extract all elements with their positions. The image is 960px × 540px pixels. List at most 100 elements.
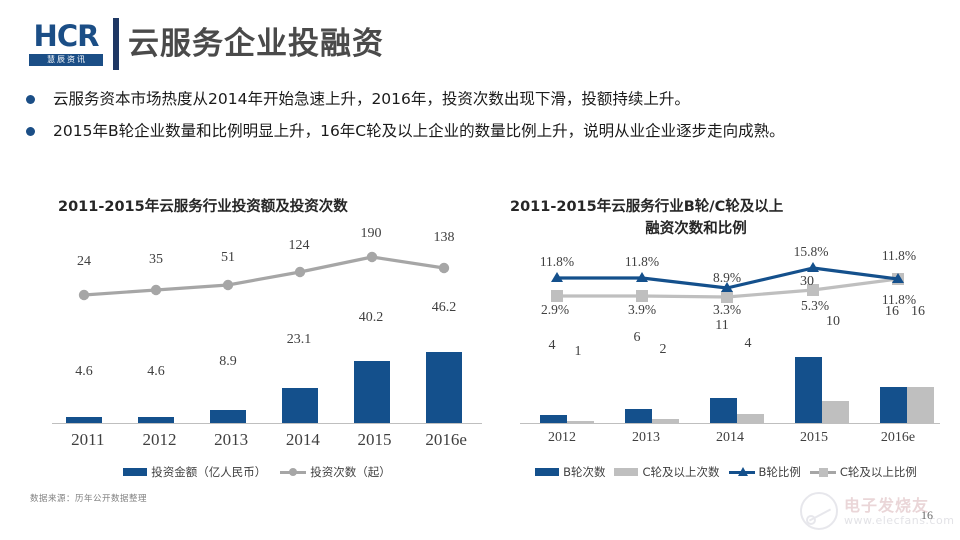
bullet-dot-icon [26,95,35,104]
legend-swatch-icon [535,468,560,476]
x-axis-labels: 2011 2012 2013 2014 2015 2016e [52,430,482,450]
bar-c-value-label: 2 [659,342,667,357]
legend-swatch-icon [123,468,148,476]
bar-b-value-label: 11 [715,318,729,333]
bar-b-2013 [625,409,652,424]
line-value-label: 35 [149,252,163,267]
source-note: 数据来源：历年公开数据整理 [30,494,148,504]
chart-title-line1: 2011-2015年云服务行业B轮/C轮及以上 [510,199,784,215]
x-tick-label: 2015 [357,430,392,449]
ratio-c-label: 3.9% [627,302,657,317]
ratio-lines [551,262,904,303]
legend-item-b-round-ratio[interactable]: B轮比例 [728,464,801,480]
bar-c-2015 [822,401,849,424]
x-tick-label: 2016e [880,430,916,445]
bar-c-2014 [737,414,764,424]
bar-value-label: 23.1 [286,332,312,347]
bar-b-2014 [710,398,737,424]
legend-item-investment-amount[interactable]: 投资金额（亿人民币） [123,464,266,480]
bar-b-2015 [795,357,822,424]
bar-b-2016e [880,387,907,424]
bar-c-value-label: 16 [911,304,925,319]
bar-amount-2011 [66,417,102,424]
bar-c-value-label: 1 [574,344,582,359]
chart-plot-area: 11.8% 11.8% 8.9% 15.8% 11.8% 2.9% 3.9% 3… [520,244,940,424]
line-value-label: 138 [433,230,455,245]
bar-amount-2015 [354,361,390,424]
x-tick-label: 2014 [285,430,320,449]
watermark-url-text: www.elecfans.com [844,514,955,527]
legend-label: B轮次数 [563,465,606,479]
x-tick-label: 2015 [800,430,828,445]
legend-line-icon [728,467,755,477]
bar-value-label: 4.6 [147,364,165,379]
bullet-dot-icon [26,127,35,136]
watermark: 电子发烧友 www.elecfans.com [800,488,954,536]
bar-c-2012 [567,421,594,424]
bar-c-2013 [652,419,679,424]
line-value-label: 24 [77,254,91,269]
x-tick-label: 2013 [214,430,249,449]
bullet-list: 云服务资本市场热度从2014年开始急速上升，2016年，投资次数出现下滑，投额持… [26,88,941,152]
bar-b-value-label: 16 [885,304,899,319]
ratio-b-label: 15.8% [793,244,829,259]
x-tick-label: 2012 [548,430,576,445]
slide-header: HCR 慧辰资讯 云服务企业投融资 [0,8,960,70]
chart-investment-amount-and-count: 2011-2015年云服务行业投资额及投资次数 24 35 51 124 190… [22,196,492,496]
logo-wordmark: HCR [33,19,100,54]
x-tick-label: 2016e [425,430,467,449]
x-axis-labels: 2012 2013 2014 2015 2016e [520,430,940,446]
chart-title-line2: 融资次数和比例 [645,221,747,237]
hcr-logo: HCR 慧辰资讯 [28,22,104,66]
x-axis-line [520,423,940,424]
bar-b-value-label: 4 [548,338,556,353]
x-tick-label: 2013 [632,430,660,445]
bar-value-label: 8.9 [219,354,237,369]
bullet-text: 云服务资本市场热度从2014年开始急速上升，2016年，投资次数出现下滑，投额持… [53,90,690,108]
x-axis-line [52,423,482,424]
legend-item-c-round-ratio[interactable]: C轮及以上比例 [809,464,917,480]
bar-b-value-label: 30 [800,274,814,289]
bar-value-label: 4.6 [75,364,93,379]
x-tick-label: 2014 [716,430,744,445]
ratio-c-label: 2.9% [540,302,570,317]
ratio-c-label: 3.3% [712,302,742,317]
legend-line-icon [809,467,836,477]
ratio-b-label: 11.8% [624,254,660,269]
bar-b-2012 [540,415,567,424]
bar-amount-2013 [210,410,246,424]
bar-c-2016e [907,387,934,424]
bar-amount-2014 [282,388,318,424]
bar-c-value-label: 4 [744,336,752,351]
ratio-b-label: 11.8% [539,254,575,269]
ratio-b-label: 8.9% [712,270,742,285]
bar-amount-2012 [138,417,174,424]
legend-item-c-round-count[interactable]: C轮及以上次数 [614,464,720,480]
line-value-label: 190 [360,226,382,241]
legend-label: C轮及以上比例 [839,465,917,479]
ratio-c-label: 11.8% [881,292,917,307]
bar-b-value-label: 6 [633,330,641,345]
legend-label: B轮比例 [758,465,801,479]
line-value-label: 51 [221,250,235,265]
title-divider [113,18,119,70]
chart-title: 2011-2015年云服务行业投资额及投资次数 [58,199,348,215]
chart-plot-area: 24 35 51 124 190 138 4.6 4.6 8.9 23.1 40… [52,226,482,424]
watermark-brand-text: 电子发烧友 [844,496,930,515]
chart-legend: B轮次数 C轮及以上次数 B轮比例 C轮及以上比例 [492,464,960,480]
x-tick-label: 2012 [142,430,177,449]
legend-label: 投资金额（亿人民币） [151,465,267,479]
bar-value-label: 40.2 [358,310,384,325]
legend-label: C轮及以上次数 [642,465,720,479]
legend-swatch-icon [614,468,639,476]
bullet-text: 2015年B轮企业数量和比例明显上升，16年C轮及以上企业的数量比例上升，说明从… [53,122,785,140]
legend-label: 投资次数（起） [310,465,391,479]
chart-round-b-c-counts-and-ratio: 2011-2015年云服务行业B轮/C轮及以上 融资次数和比例 11.8% 11… [492,196,960,496]
line-value-label: 124 [288,238,310,253]
list-item: 云服务资本市场热度从2014年开始急速上升，2016年，投资次数出现下滑，投额持… [26,88,941,111]
legend-item-b-round-count[interactable]: B轮次数 [535,464,605,480]
x-tick-label: 2011 [71,430,105,449]
page-number: 16 [921,508,933,522]
legend-item-investment-count[interactable]: 投资次数（起） [280,464,391,480]
